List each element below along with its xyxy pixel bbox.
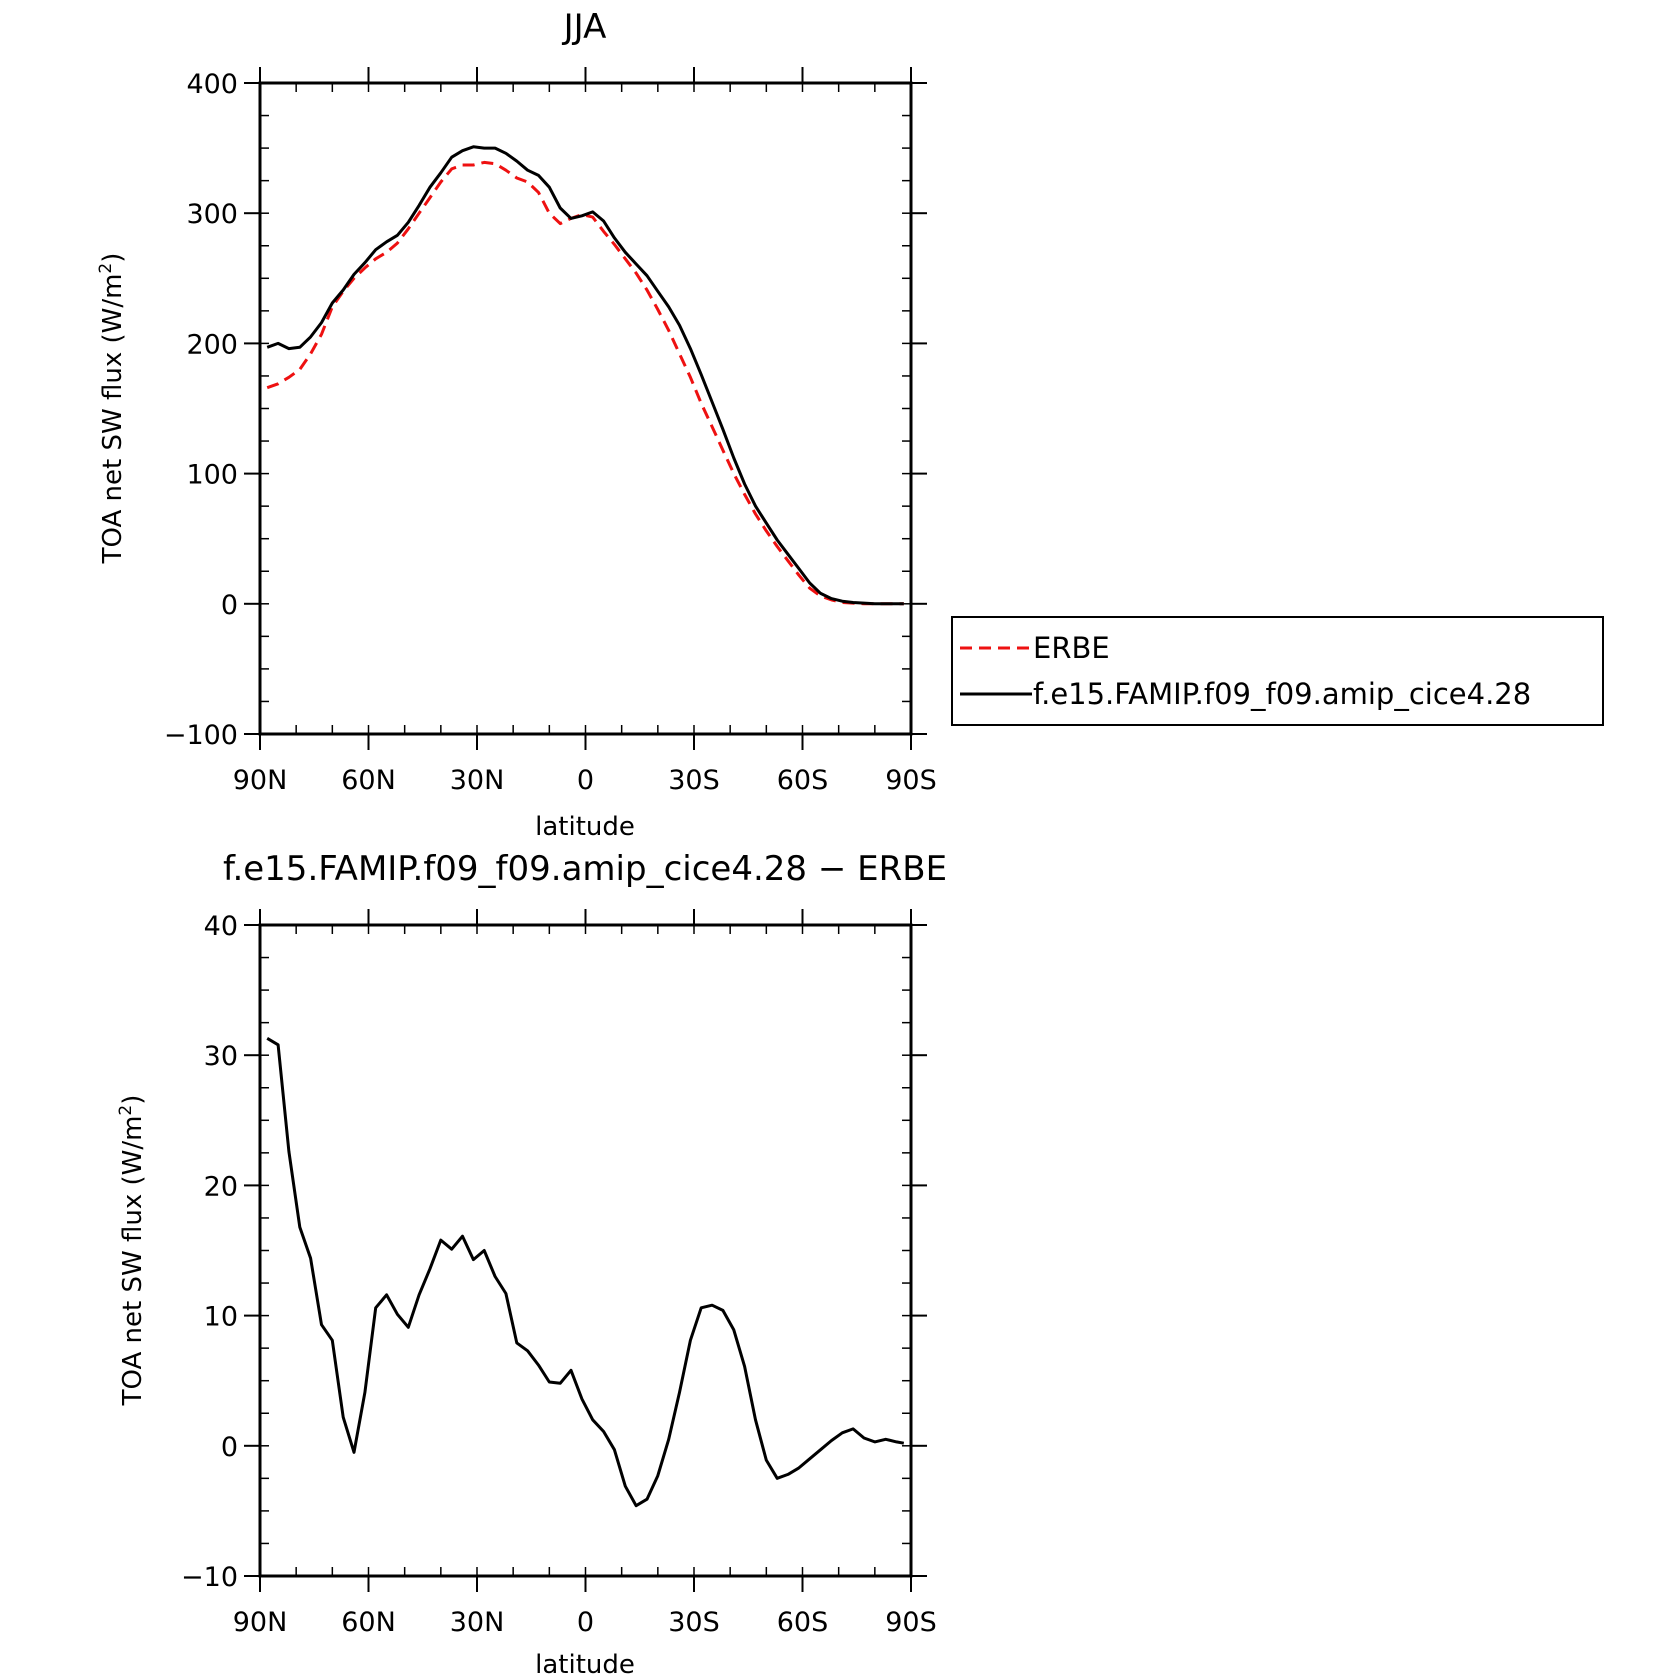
y-tick-label: 0 — [221, 1432, 238, 1463]
panel-top-x-axis-label: latitude — [535, 812, 635, 842]
legend-entry-erbe: ERBE — [960, 631, 1110, 665]
y-tick-label: 400 — [186, 69, 238, 100]
x-tick-label: 60S — [777, 1607, 829, 1638]
panel-bottom-y-tick-labels: −10 0 10 20 30 40 — [181, 911, 238, 1593]
x-tick-label: 30N — [450, 1607, 505, 1638]
panel-top-y-axis-label: TOA net SW flux (W/m2) — [96, 253, 128, 565]
x-tick-label: 90S — [885, 765, 937, 796]
y-tick-label: 200 — [186, 329, 238, 360]
x-tick-label: 60S — [777, 765, 829, 796]
x-tick-label: 0 — [577, 765, 594, 796]
x-tick-label: 90N — [233, 765, 288, 796]
panel-bottom-plot-frame — [258, 923, 913, 1578]
legend: ERBE f.e15.FAMIP.f09_f09.amip_cice4.28 — [951, 616, 1604, 726]
x-tick-label: 90N — [233, 1607, 288, 1638]
y-tick-label: 30 — [204, 1041, 238, 1072]
y-tick-label: 300 — [186, 199, 238, 230]
x-tick-label: 30S — [668, 765, 720, 796]
panel-top-y-tick-labels: −100 0 100 200 300 400 — [164, 69, 238, 751]
y-tick-label: 100 — [186, 460, 238, 491]
legend-label-model: f.e15.FAMIP.f09_f09.amip_cice4.28 — [1033, 677, 1531, 711]
y-tick-label: 0 — [221, 590, 238, 621]
series-line-erbe — [266, 160, 904, 606]
legend-box — [951, 616, 1604, 726]
y-tick-label: 40 — [204, 911, 238, 942]
y-tick-label: 10 — [204, 1302, 238, 1333]
panel-top-series — [266, 145, 904, 606]
legend-label-erbe: ERBE — [1033, 631, 1110, 665]
x-tick-label: 0 — [577, 1607, 594, 1638]
panel-top-plot-frame — [258, 81, 913, 736]
panel-bottom: f.e15.FAMIP.f09_f09.amip_cice4.28 − ERBE… — [116, 849, 947, 1680]
panel-top-title: JJA — [562, 7, 607, 47]
x-tick-label: 60N — [341, 765, 396, 796]
panel-bottom-title: f.e15.FAMIP.f09_f09.amip_cice4.28 − ERBE — [223, 849, 947, 889]
series-line-model — [266, 145, 904, 606]
x-tick-label: 30S — [668, 1607, 720, 1638]
panel-bottom-ticks — [244, 909, 927, 1592]
y-tick-label: −10 — [181, 1562, 238, 1593]
y-tick-label: 20 — [204, 1171, 238, 1202]
x-tick-label: 60N — [341, 1607, 396, 1638]
panel-bottom-x-axis-label: latitude — [535, 1650, 635, 1680]
x-tick-label: 30N — [450, 765, 505, 796]
panel-bottom-y-axis-label: TOA net SW flux (W/m2) — [116, 1095, 148, 1407]
legend-entry-model: f.e15.FAMIP.f09_f09.amip_cice4.28 — [960, 677, 1531, 711]
panel-top-ticks — [244, 67, 927, 750]
series-line-difference — [266, 1037, 905, 1508]
y-tick-label: −100 — [164, 720, 238, 751]
x-tick-label: 90S — [885, 1607, 937, 1638]
panel-bottom-series — [266, 1037, 905, 1508]
panel-top-x-tick-labels: 90N 60N 30N 0 30S 60S 90S — [233, 765, 937, 796]
panel-bottom-x-tick-labels: 90N 60N 30N 0 30S 60S 90S — [233, 1607, 937, 1638]
